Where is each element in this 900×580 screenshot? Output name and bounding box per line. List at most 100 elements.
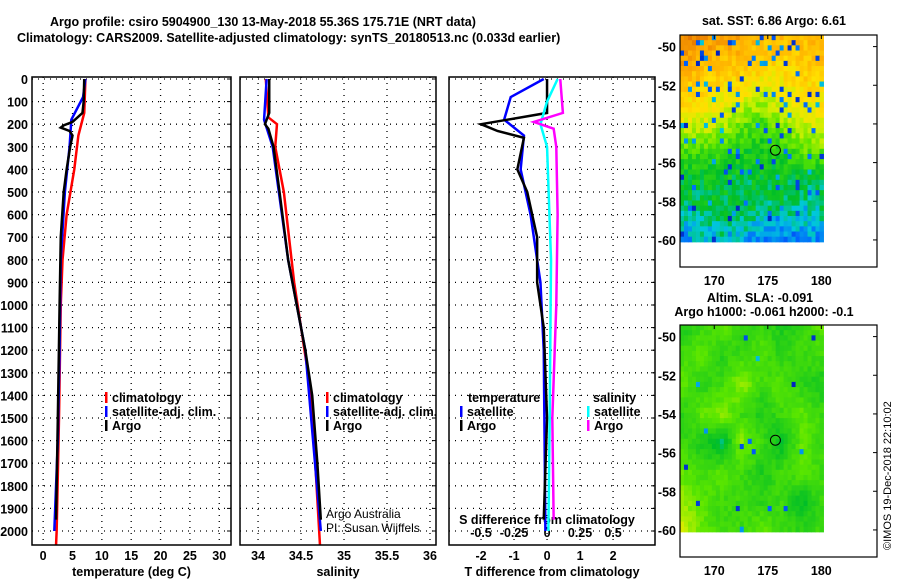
heatmap-cell xyxy=(819,40,824,46)
heatmap-cell xyxy=(687,195,693,201)
heatmap-cell xyxy=(691,454,697,460)
heatmap-cell xyxy=(787,340,793,347)
heatmap-cell xyxy=(779,117,785,124)
heatmap-cell xyxy=(731,345,737,352)
heatmap-cell xyxy=(759,330,765,336)
heatmap-cell xyxy=(739,102,745,108)
heatmap-cell xyxy=(791,210,797,217)
x-tick-label: 2 xyxy=(610,549,617,563)
heatmap-cell xyxy=(727,516,733,523)
heatmap-cell xyxy=(695,81,701,88)
heatmap-cell xyxy=(739,91,745,98)
heatmap-cell xyxy=(683,35,689,41)
heatmap-cell xyxy=(743,169,749,176)
heatmap-cell xyxy=(799,122,805,129)
heatmap-cell xyxy=(680,366,685,373)
heatmap-cell xyxy=(811,91,816,98)
heatmap-cell xyxy=(795,407,801,414)
heatmap-cell xyxy=(731,216,737,222)
heatmap-cell xyxy=(683,325,689,331)
heatmap-cell xyxy=(763,71,769,77)
heatmap-cell xyxy=(683,169,689,176)
heatmap-cell xyxy=(695,402,701,409)
heatmap-cell xyxy=(803,325,809,331)
heatmap-cell xyxy=(715,112,721,119)
heatmap-cell xyxy=(691,35,697,41)
heatmap-cell xyxy=(739,371,745,378)
heatmap-cell xyxy=(723,159,729,165)
heatmap-cell xyxy=(787,97,793,103)
heatmap-cell xyxy=(751,184,757,191)
heatmap-cell xyxy=(711,122,717,129)
heatmap-cell xyxy=(803,511,809,517)
heatmap-cell xyxy=(691,371,697,378)
heatmap-cell xyxy=(751,423,757,429)
map-frame xyxy=(679,34,878,268)
heatmap-cell xyxy=(739,325,745,331)
heatmap-cell xyxy=(703,469,709,476)
heatmap-cell xyxy=(791,500,797,507)
heatmap-cell xyxy=(687,102,693,108)
heatmap-cell xyxy=(795,236,801,243)
heatmap-cell xyxy=(731,236,737,243)
heatmap-cell xyxy=(683,438,689,445)
heatmap-cell xyxy=(731,402,737,409)
heatmap-cell xyxy=(803,464,809,471)
heatmap-cell xyxy=(727,454,733,460)
heatmap-cell xyxy=(795,423,801,429)
heatmap-cell xyxy=(767,412,773,419)
heatmap-cell xyxy=(803,469,809,476)
heatmap-cell xyxy=(815,511,820,517)
heatmap-cell xyxy=(767,376,773,383)
heatmap-cell xyxy=(751,480,757,486)
heatmap-cell xyxy=(791,469,797,476)
heatmap-cell xyxy=(691,216,697,222)
heatmap-cell xyxy=(775,138,781,145)
heatmap-cell xyxy=(795,112,801,119)
heatmap-cell xyxy=(699,392,705,398)
heatmap-cell xyxy=(687,350,693,357)
heatmap-cell xyxy=(751,392,757,398)
heatmap-cell xyxy=(799,91,805,98)
heatmap-cell xyxy=(691,138,697,145)
heatmap-cell xyxy=(767,231,773,238)
heatmap-cell xyxy=(747,226,753,233)
heatmap-cell xyxy=(711,402,717,409)
heatmap-cell xyxy=(755,231,761,238)
heatmap-cell xyxy=(707,407,713,414)
heatmap-cell xyxy=(691,506,697,512)
heatmap-cell xyxy=(775,190,781,196)
heatmap-cell xyxy=(819,76,824,83)
heatmap-cell xyxy=(691,474,697,481)
heatmap-cell xyxy=(711,153,717,160)
heatmap-cell xyxy=(739,449,745,455)
heatmap-cell xyxy=(723,71,729,77)
heatmap-cell xyxy=(707,76,713,83)
heatmap-cell xyxy=(691,164,697,170)
heatmap-cell xyxy=(683,511,689,517)
heatmap-cell xyxy=(815,153,820,160)
heatmap-cell xyxy=(799,138,805,145)
heatmap-cell xyxy=(727,35,733,41)
heatmap-cell xyxy=(747,356,753,362)
heatmap-cell xyxy=(807,418,813,424)
heatmap-cell xyxy=(767,438,773,445)
heatmap-cell xyxy=(763,516,769,523)
heatmap-cell xyxy=(683,236,689,243)
heatmap-cell xyxy=(787,60,793,67)
heatmap-cell xyxy=(803,376,809,383)
heatmap-cell xyxy=(783,45,789,52)
heatmap-cell xyxy=(739,112,745,119)
heatmap-cell xyxy=(799,495,805,502)
heatmap-cell xyxy=(791,490,797,497)
heatmap-cell xyxy=(687,423,693,429)
heatmap-cell xyxy=(731,35,737,41)
heatmap-cell xyxy=(791,340,797,347)
heatmap-cell xyxy=(687,345,693,352)
heatmap-cell xyxy=(680,485,685,491)
heatmap-cell xyxy=(691,521,697,528)
heatmap-cell xyxy=(815,174,820,181)
heatmap-cell xyxy=(735,516,741,523)
heatmap-cell xyxy=(799,112,805,119)
heatmap-cell xyxy=(683,112,689,119)
